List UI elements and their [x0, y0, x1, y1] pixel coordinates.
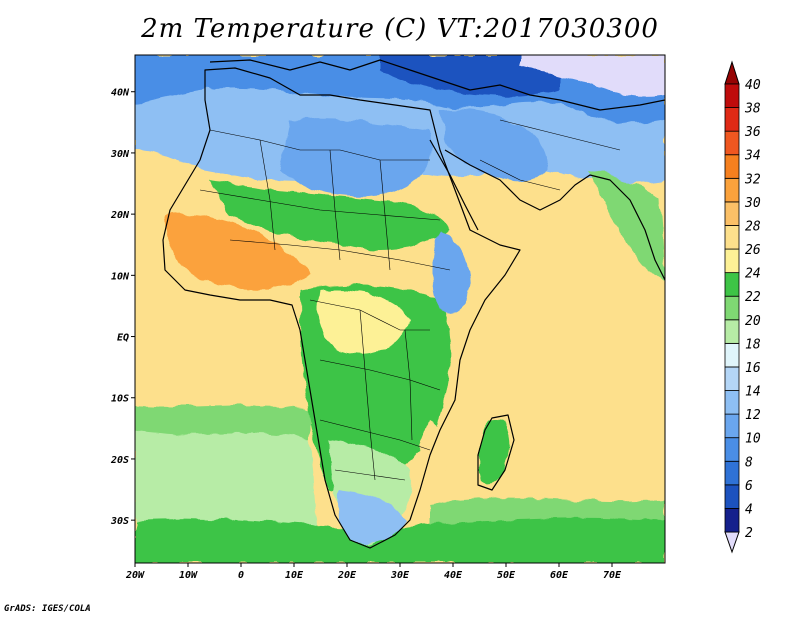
arabia-coastline — [444, 149, 665, 281]
colorbar-bin — [724, 295, 740, 321]
colorbar-bin — [724, 484, 740, 509]
lon-tick-label: 70E — [603, 570, 622, 581]
colorbar-label: 20 — [745, 314, 761, 329]
colorbar-label: 16 — [745, 361, 761, 376]
colorbar-bin — [724, 319, 740, 344]
north-cold-field-2 — [520, 55, 665, 97]
colorbar-bin — [724, 130, 740, 156]
lon-tick-label: 20W — [125, 570, 145, 581]
colorbar-label: 34 — [744, 149, 761, 164]
central-africa-field-26 — [318, 289, 410, 354]
colorbar-bin — [724, 248, 740, 274]
africa-coastline — [162, 67, 521, 549]
colorbar-label: 26 — [745, 243, 761, 258]
lon-tick-label: 50E — [497, 570, 516, 581]
colorbar-label: 8 — [745, 455, 753, 470]
colorbar-bin — [724, 154, 740, 179]
red-sea-line — [429, 139, 479, 231]
colorbar-high-triangle — [724, 60, 740, 85]
colorbar-label: 2 — [745, 526, 753, 541]
lon-tick-label: 20E — [337, 570, 357, 581]
colorbar-bin — [724, 83, 740, 108]
colorbar-bin — [724, 390, 740, 415]
lon-tick-label: 60E — [550, 570, 569, 581]
south-indian-band — [430, 498, 665, 525]
lat-tick-label: EQ — [117, 333, 129, 344]
lat-tick-label: 10N — [111, 271, 130, 282]
colorbar-label: 30 — [744, 196, 761, 211]
madagascar-outline — [477, 414, 515, 491]
colorbar-bin — [724, 201, 740, 226]
lat-tick-label: 10S — [111, 394, 129, 405]
colorbar-bin — [724, 272, 740, 297]
map-plot-area — [135, 55, 665, 563]
colorbar-bin — [724, 460, 740, 486]
europe-coast — [209, 59, 665, 111]
map-title: 2m Temperature (C) VT:2017030300 — [141, 14, 659, 44]
madagascar-field — [479, 419, 512, 484]
colorbar-bin — [724, 225, 740, 250]
lat-tick-label: 40N — [111, 88, 130, 99]
grads-credit: GrADS: IGES/COLA — [4, 604, 91, 614]
colorbar-bin — [724, 437, 740, 462]
india-field — [590, 170, 665, 280]
colorbar-label: 12 — [745, 408, 761, 423]
colorbar-label: 32 — [744, 172, 761, 187]
lon-tick-label: 10W — [179, 570, 198, 581]
west-africa-warm-30 — [165, 213, 310, 289]
lon-tick-label: 30E — [390, 570, 410, 581]
temperature-field — [135, 55, 665, 563]
lon-tick-label: 40E — [444, 570, 463, 581]
lat-tick-label: 30S — [110, 516, 129, 527]
lat-tick-label: 20N — [110, 210, 130, 221]
colorbar-label: 28 — [745, 219, 761, 234]
colorbar-label: 40 — [745, 78, 761, 93]
colorbar-label: 22 — [745, 290, 761, 305]
east-africa-highlands — [432, 230, 470, 314]
colorbar-label: 38 — [744, 102, 761, 117]
colorbar-label: 14 — [745, 385, 761, 400]
colorbar-bin — [724, 107, 740, 132]
colorbar-label: 18 — [745, 337, 761, 352]
south-africa-field-14 — [338, 490, 405, 544]
colorbar-bin — [724, 177, 740, 203]
south-ocean-band-22b — [135, 513, 665, 563]
colorbar-low-triangle — [724, 531, 740, 554]
colorbar-label: 4 — [745, 502, 753, 517]
lon-tick-label: 0 — [238, 570, 244, 581]
sahel-field-22 — [210, 180, 450, 250]
lon-tick-label: 10E — [285, 570, 304, 581]
colorbar-bin — [724, 342, 740, 368]
longitude-axis: 20W 10W 0 10E 20E 30E 40E 50E 60E 70E — [125, 563, 622, 581]
colorbar-bin — [724, 413, 740, 439]
colorbar-label: 24 — [745, 267, 761, 282]
sahara-field-12 — [280, 118, 433, 197]
lat-tick-label: 20S — [110, 455, 129, 466]
colorbar-label: 6 — [745, 479, 753, 494]
latitude-axis: 40N 30N 20N 10N EQ 10S 20S 30S — [110, 88, 135, 527]
colorbar-bin — [724, 508, 740, 533]
coastlines — [162, 59, 665, 549]
lat-tick-label: 30N — [110, 149, 130, 160]
colorbar-label: 10 — [745, 432, 761, 447]
country-borders — [199, 119, 621, 481]
north-cool-field-6 — [380, 55, 560, 96]
colorbar-bin — [724, 366, 740, 391]
colorbar-label: 36 — [744, 125, 761, 140]
